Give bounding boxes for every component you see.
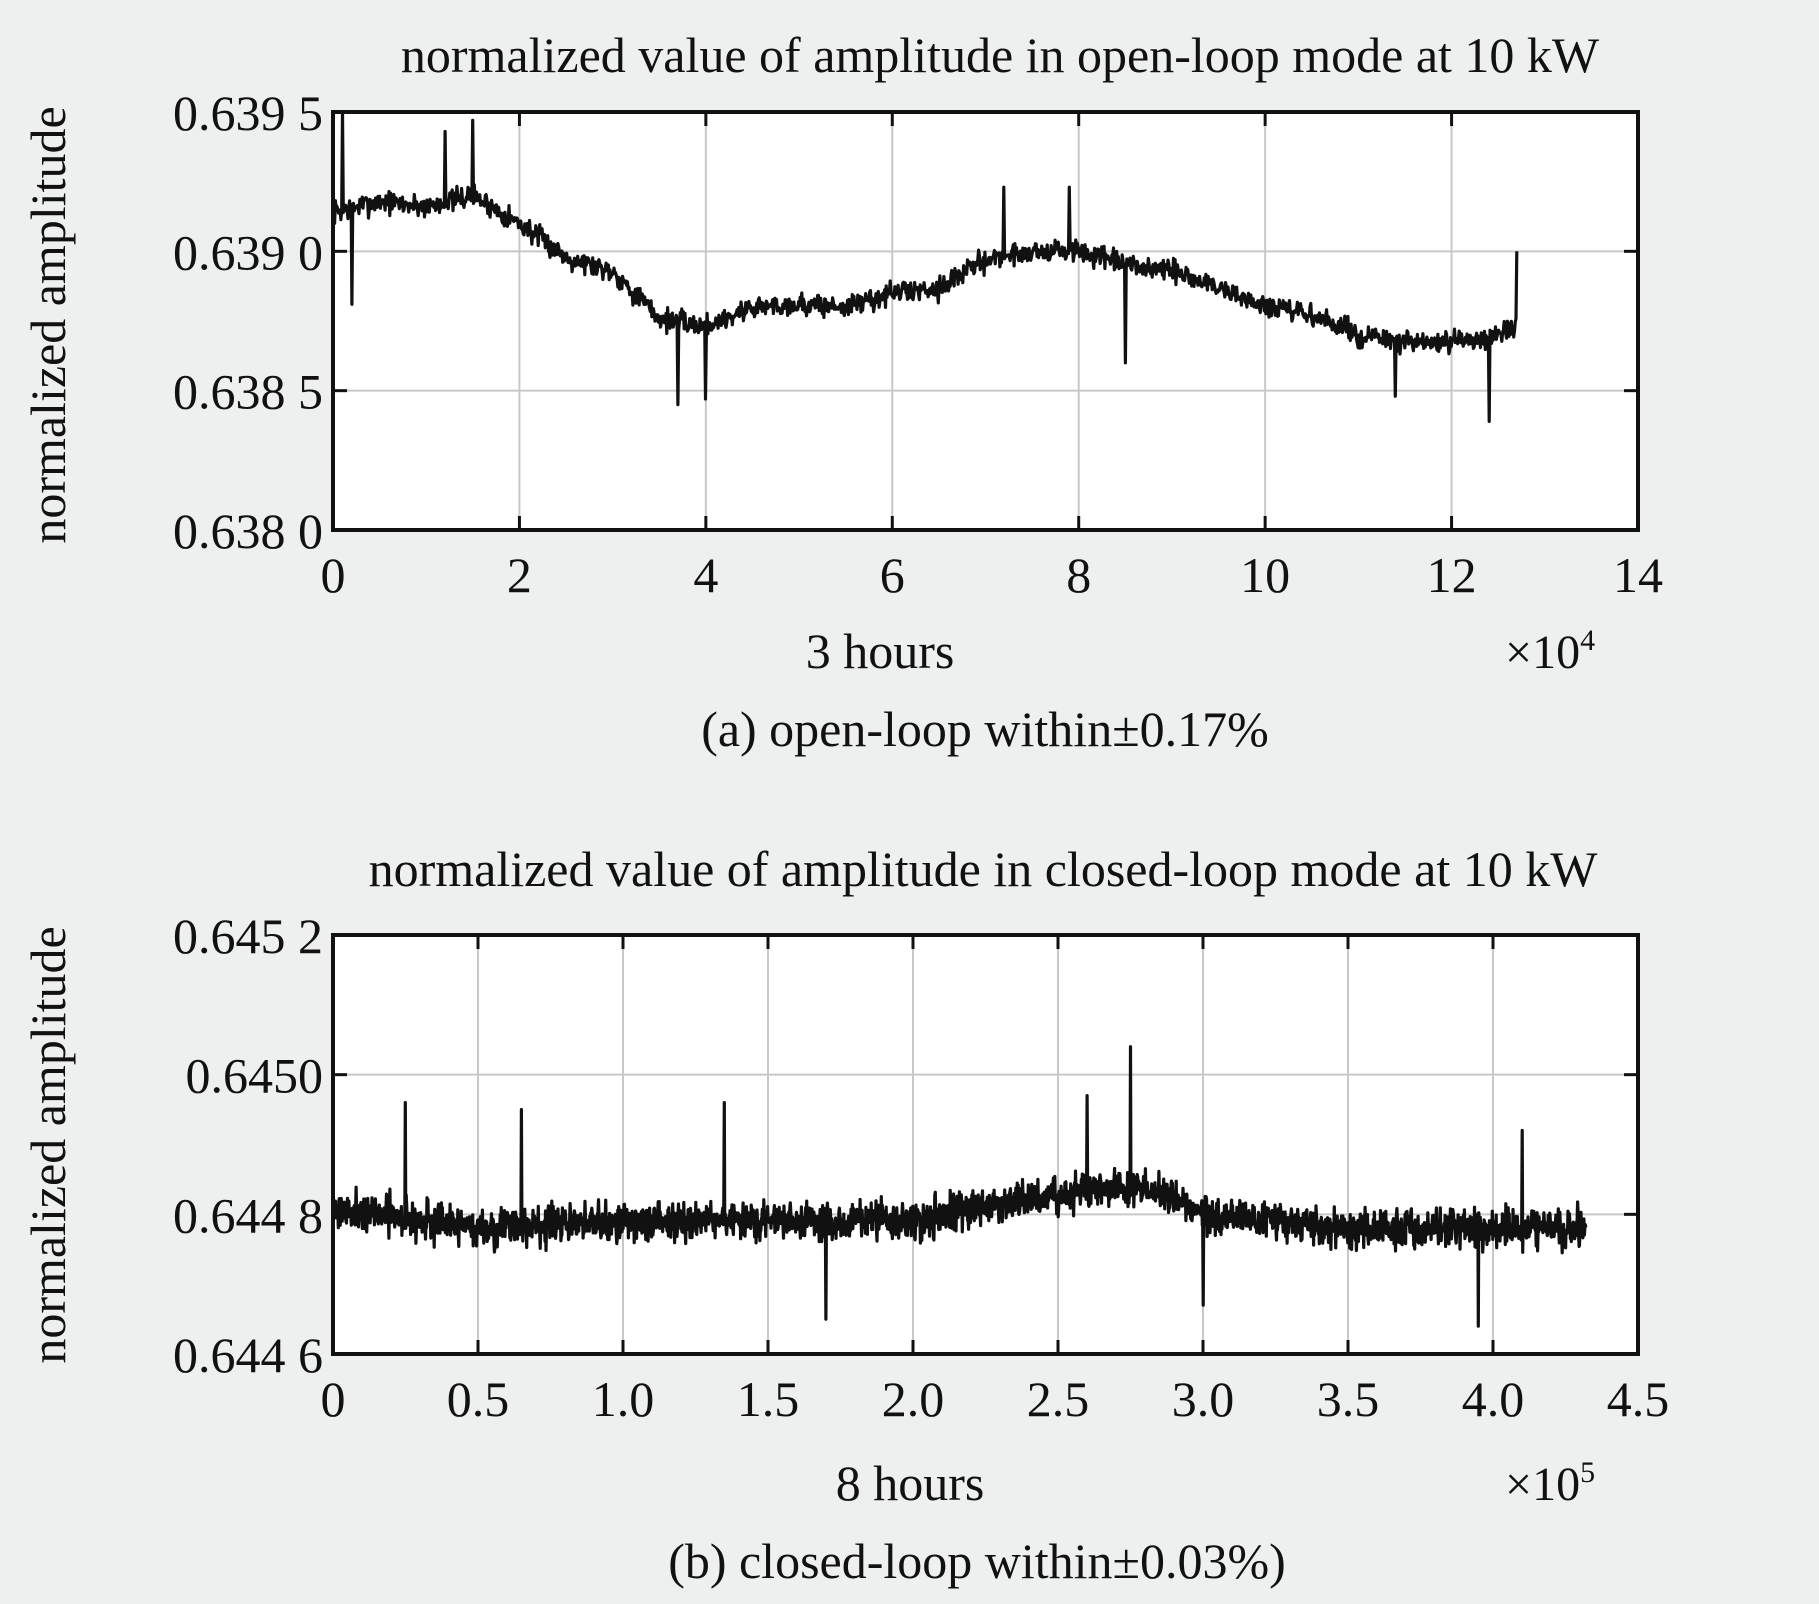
- x-tick-label: 0: [321, 1371, 346, 1427]
- x-tick-label: 10: [1240, 547, 1290, 603]
- x-tick-label: 4.0: [1462, 1371, 1525, 1427]
- x-tick-label: 8: [1066, 547, 1091, 603]
- y-tick-label: 0.645 2: [173, 908, 323, 964]
- chart-title: normalized value of amplitude in open-lo…: [401, 27, 1600, 83]
- plot-area: [333, 112, 1638, 530]
- x-tick-label: 4.5: [1607, 1371, 1670, 1427]
- x-tick-label: 3.0: [1172, 1371, 1235, 1427]
- chart-open-loop: normalized value of amplitude in open-lo…: [20, 27, 1663, 757]
- x-tick-labels: 0 2 4 6 8 10 12 14: [321, 547, 1664, 603]
- x-axis-multiplier-exponent: 5: [1580, 1456, 1595, 1489]
- x-tick-label: 4: [693, 547, 718, 603]
- plot-area: [333, 935, 1638, 1354]
- ticks: [331, 110, 1640, 532]
- x-tick-labels: 0 0.5 1.0 1.5 2.0 2.5 3.0 3.5 4.0 4.5: [321, 1371, 1670, 1427]
- x-tick-label: 2.5: [1027, 1371, 1090, 1427]
- y-tick-label: 0.638 5: [173, 364, 323, 420]
- x-tick-label: 14: [1613, 547, 1663, 603]
- x-axis-multiplier: ×104: [1505, 624, 1595, 679]
- x-tick-label: 2.0: [882, 1371, 945, 1427]
- y-tick-labels: 0.644 6 0.644 8 0.6450 0.645 2: [173, 908, 323, 1383]
- chart-closed-loop: normalized value of amplitude in closed-…: [20, 841, 1669, 1589]
- series-line: [331, 110, 1519, 423]
- x-tick-label: 2: [507, 547, 532, 603]
- y-tick-labels: 0.638 0 0.638 5 0.639 0 0.639 5: [173, 85, 323, 559]
- x-tick-label: 1.0: [592, 1371, 655, 1427]
- x-axis-multiplier: ×105: [1505, 1456, 1595, 1511]
- series-line: [331, 1045, 1588, 1328]
- y-axis-label: normalized amplitude: [20, 926, 76, 1363]
- x-axis-label: 3 hours: [806, 623, 955, 679]
- y-tick-label: 0.639 5: [173, 85, 323, 141]
- x-tick-label: 3.5: [1317, 1371, 1380, 1427]
- y-tick-label: 0.638 0: [173, 503, 323, 559]
- data-series: [331, 1045, 1588, 1328]
- x-tick-label: 0: [321, 547, 346, 603]
- x-axis-label: 8 hours: [836, 1455, 985, 1511]
- chart-title: normalized value of amplitude in closed-…: [369, 841, 1599, 897]
- x-tick-label: 6: [880, 547, 905, 603]
- chart-caption: (b) closed-loop within±0.03%): [668, 1533, 1286, 1589]
- y-tick-label: 0.644 8: [173, 1187, 323, 1243]
- x-tick-label: 12: [1427, 547, 1477, 603]
- plot-frame: [331, 933, 1640, 1356]
- ticks: [331, 933, 1640, 1356]
- y-tick-label: 0.6450: [186, 1048, 324, 1104]
- data-series: [331, 110, 1519, 423]
- y-axis-label: normalized amplitude: [20, 106, 76, 543]
- chart-caption: (a) open-loop within±0.17%: [701, 701, 1269, 757]
- x-tick-label: 1.5: [737, 1371, 800, 1427]
- x-tick-label: 0.5: [447, 1371, 510, 1427]
- y-tick-label: 0.644 6: [173, 1327, 323, 1383]
- x-axis-multiplier-exponent: 4: [1580, 624, 1595, 657]
- y-tick-label: 0.639 0: [173, 224, 323, 280]
- gridlines: [333, 112, 1638, 530]
- plot-frame: [331, 110, 1640, 532]
